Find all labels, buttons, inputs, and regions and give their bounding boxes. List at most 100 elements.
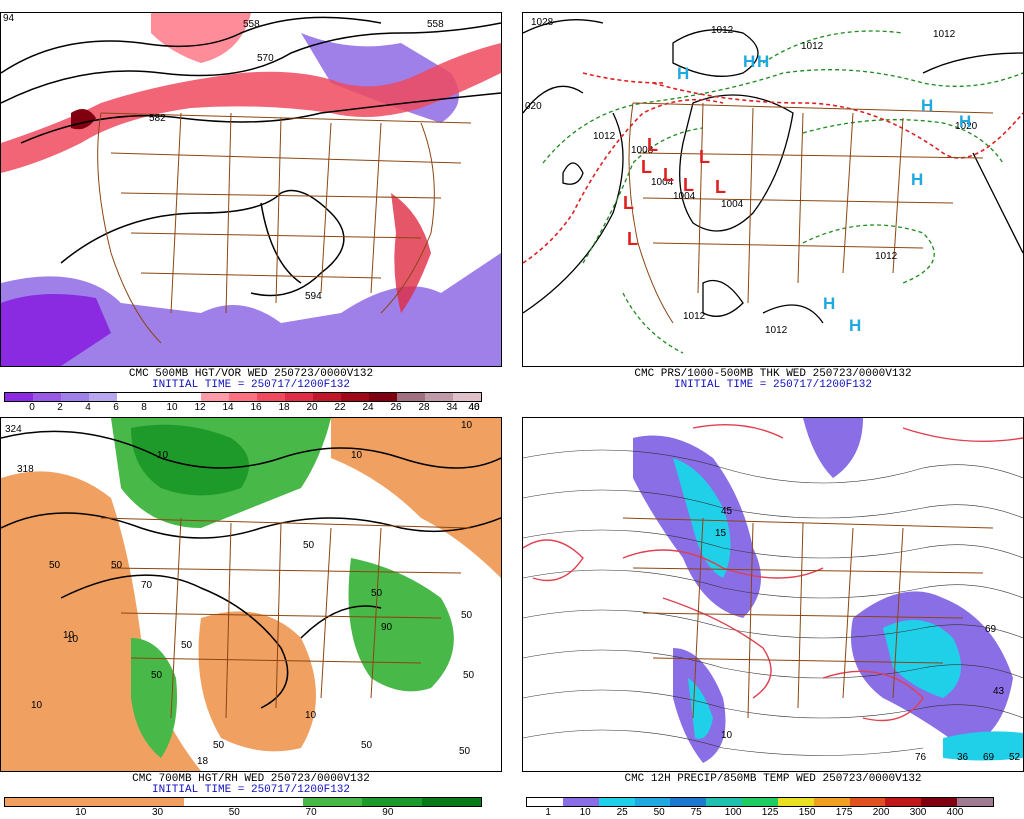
map-label: 1004: [721, 199, 744, 210]
map-label: 1008: [631, 145, 654, 156]
map-label: 10: [67, 634, 79, 645]
low-pressure-marker: L: [663, 165, 674, 185]
precip-purple-region-northeast: [803, 418, 863, 478]
map-label: 76: [915, 752, 927, 763]
colorbar-tick-label: 10: [579, 807, 591, 818]
vorticity-red-east: [391, 193, 431, 313]
map-label: 324: [5, 424, 22, 435]
colorbar-tick-label: 50: [228, 807, 240, 818]
vorticity-red-north: [151, 13, 251, 63]
colorbar-swatch: [421, 798, 481, 806]
colorbar-tick-label: 24: [362, 402, 374, 413]
map-label: 43: [993, 686, 1005, 697]
high-pressure-marker: H: [849, 316, 861, 335]
low-pressure-marker: L: [623, 193, 634, 213]
colorbar-tick-label: 12: [194, 402, 206, 413]
precip-cyan-region-east: [883, 620, 961, 698]
map-precip-850mb-temp: 45 15 10 76 36 69 52 43 69: [522, 417, 1024, 772]
colorbar-tick-label: 14: [222, 402, 234, 413]
colorbar-tick-label: 20: [306, 402, 318, 413]
map-label: 50: [213, 740, 225, 751]
colorbar-swatch: [425, 393, 453, 401]
map-label: 50: [461, 610, 473, 621]
colorbar-tick-label: 10: [75, 807, 87, 818]
high-pressure-marker: H: [743, 52, 755, 71]
colorbar-tick-label: 1: [545, 807, 551, 818]
colorbar-swatch: [124, 798, 184, 806]
map-label: 50: [49, 560, 61, 571]
map-700mb-rh: 324 318 10 10 10 50 50 50 10 50 70 50 50…: [0, 417, 502, 772]
colorbar-swatch: [453, 393, 481, 401]
colorbar-swatch: [369, 393, 397, 401]
high-pressure-marker: H: [677, 64, 689, 83]
high-pressure-marker: H: [911, 170, 923, 189]
caption-initial-time: INITIAL TIME = 250717/1200F132: [151, 379, 351, 391]
colorbar-swatch: [173, 393, 201, 401]
high-pressure-marker: H: [959, 112, 971, 131]
low-pressure-marker: L: [699, 147, 710, 167]
colorbar-tick-label: 16: [250, 402, 262, 413]
map-label: 10: [31, 700, 43, 711]
moist-green-region-east: [348, 558, 454, 692]
colorbar-swatch: [257, 393, 285, 401]
colorbar: [526, 797, 994, 807]
map-label: 50: [361, 740, 373, 751]
colorbar-tick-label: 8: [141, 402, 147, 413]
map-label: 1020: [955, 121, 978, 132]
colorbar-swatch: [5, 393, 33, 401]
map-label: 90: [381, 622, 393, 633]
map-label: 1012: [933, 29, 956, 40]
caption-initial-time: INITIAL TIME = 250717/1200F132: [151, 784, 351, 796]
vorticity-deep-purple-region: [1, 294, 111, 366]
colorbar-swatch: [598, 798, 635, 806]
caption-initial-time: INITIAL TIME = 250717/1200F132: [673, 379, 873, 391]
colorbar-ticks: 10 30 50 70 90: [4, 807, 480, 819]
panel-500mb-vorticity: 94 558 570 558 582 594 CMC 500MB HGT/VOR…: [0, 12, 502, 414]
colorbar-swatch: [885, 798, 922, 806]
high-pressure-marker: H: [921, 96, 933, 115]
colorbar-swatch: [5, 798, 65, 806]
colorbar-tick-label: 400: [946, 807, 964, 818]
colorbar-swatch: [229, 393, 257, 401]
colorbar-tick-label: 28: [418, 402, 430, 413]
low-pressure-marker: L: [647, 135, 658, 155]
colorbar-swatch: [957, 798, 993, 806]
colorbar-tick-label: 25: [616, 807, 628, 818]
colorbar-tick-label: 4: [85, 402, 91, 413]
colorbar-swatch: [362, 798, 422, 806]
colorbar-ticks: 0 2 4 6 8 10 12 14 16 18 20 22 24 26 28 34 40 46: [4, 402, 480, 414]
colorbar-tick-label: 10: [166, 402, 178, 413]
low-pressure-marker: L: [715, 177, 726, 197]
colorbar-swatch: [183, 798, 243, 806]
colorbar-swatch: [706, 798, 743, 806]
map-label: 15: [715, 528, 727, 539]
colorbar-tick-label: 18: [278, 402, 290, 413]
caption-title: CMC PRS/1000-500MB THK WED 250723/0000V1…: [634, 368, 912, 380]
colorbar-swatch: [849, 798, 886, 806]
colorbar-tick-label: 22: [334, 402, 346, 413]
colorbar-swatch: [313, 393, 341, 401]
map-label: 570: [257, 53, 274, 64]
map-label: 1004: [651, 177, 674, 188]
colorbar-swatch: [562, 798, 599, 806]
precip-cyan-region-south: [943, 731, 1023, 761]
colorbar-swatch: [117, 393, 145, 401]
high-pressure-marker: H: [757, 52, 769, 71]
colorbar-swatch: [777, 798, 814, 806]
map-label: 558: [427, 19, 444, 30]
map-label: 69: [985, 624, 997, 635]
dry-orange-region-south: [198, 611, 316, 752]
colorbar-tick-label: 2: [57, 402, 63, 413]
colorbar-swatch: [397, 393, 425, 401]
map-500mb-vorticity: 94 558 570 558 582 594: [0, 12, 502, 367]
colorbar-swatch: [813, 798, 850, 806]
colorbar-swatch: [243, 798, 303, 806]
colorbar-swatch: [634, 798, 671, 806]
map-label: 1012: [801, 41, 824, 52]
colorbar-swatch: [201, 393, 229, 401]
colorbar-tick-label: 125: [761, 807, 779, 818]
colorbar-tick-label: 46: [468, 402, 480, 413]
colorbar: [4, 797, 482, 807]
caption-title: CMC 700MB HGT/RH WED 250723/0000V132: [132, 773, 370, 785]
colorbar-swatch: [670, 798, 707, 806]
